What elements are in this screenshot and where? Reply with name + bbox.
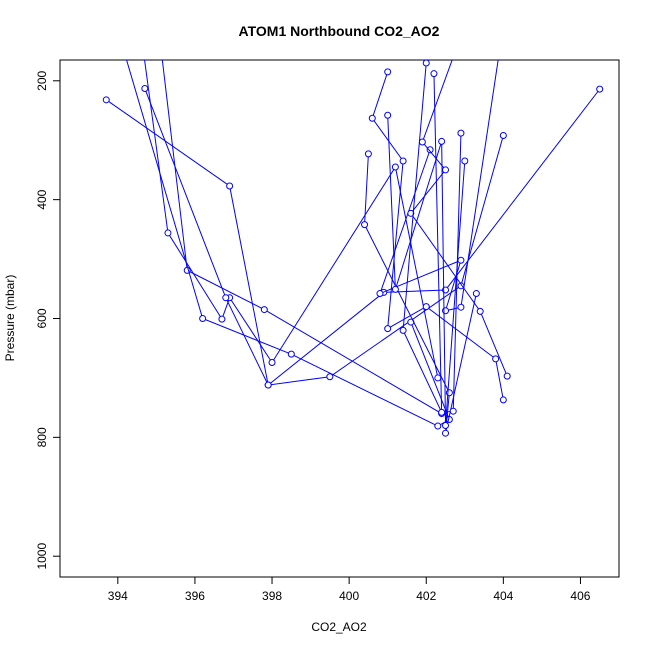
series-line — [410, 60, 508, 377]
data-point — [391, 163, 399, 171]
data-point — [199, 315, 207, 322]
data-point — [438, 137, 446, 145]
data-point — [457, 129, 465, 137]
data-point — [218, 315, 226, 323]
x-tick-label: 404 — [493, 589, 513, 603]
data-point — [384, 325, 392, 333]
data-point — [326, 373, 334, 381]
x-tick-label: 400 — [339, 589, 359, 603]
data-series — [126, 60, 453, 430]
series-layer — [102, 60, 604, 437]
data-point — [141, 85, 149, 93]
data-point — [461, 157, 469, 165]
data-point — [102, 96, 110, 104]
data-point — [442, 166, 450, 174]
data-point — [399, 157, 407, 165]
data-series — [368, 68, 507, 404]
series-line — [144, 88, 601, 386]
data-series — [407, 60, 511, 380]
x-tick-label: 402 — [416, 589, 436, 603]
chart-title: ATOM1 Northbound CO2_AO2 — [239, 23, 440, 39]
data-point — [391, 285, 399, 293]
data-point — [596, 85, 604, 93]
data-point — [472, 290, 480, 298]
data-point — [422, 303, 430, 311]
data-point — [442, 429, 450, 437]
data-point — [361, 221, 369, 229]
x-tick-label: 396 — [185, 589, 205, 603]
data-point — [384, 111, 392, 119]
y-tick-label: 800 — [35, 427, 49, 447]
data-point — [430, 70, 438, 78]
data-point — [418, 138, 426, 146]
x-axis: 394 396 398 400 402 404 406 — [108, 577, 591, 603]
y-tick-label: 200 — [35, 70, 49, 90]
y-tick-label: 600 — [35, 308, 49, 328]
y-tick-label: 1000 — [35, 543, 49, 570]
data-point — [476, 307, 484, 315]
x-tick-label: 398 — [262, 589, 282, 603]
data-point — [438, 408, 446, 416]
data-series — [399, 60, 465, 416]
data-point — [426, 146, 434, 154]
x-tick-label: 406 — [570, 589, 590, 603]
x-axis-label: CO2_AO2 — [311, 620, 367, 634]
data-point — [449, 407, 457, 415]
data-point — [399, 326, 407, 334]
data-point — [364, 150, 372, 158]
data-point — [457, 303, 465, 311]
data-point — [442, 421, 450, 429]
data-series — [141, 85, 604, 389]
data-point — [422, 60, 430, 67]
data-point — [434, 374, 442, 382]
y-axis: 200 400 600 800 1000 — [35, 70, 60, 570]
y-axis-label: Pressure (mbar) — [3, 275, 17, 362]
series-line — [126, 60, 450, 427]
data-point — [226, 182, 234, 190]
data-point — [499, 131, 507, 139]
data-point — [268, 358, 276, 366]
data-point — [503, 372, 511, 380]
x-tick-label: 394 — [108, 589, 128, 603]
data-point — [407, 209, 415, 217]
data-point — [492, 355, 500, 363]
data-point — [442, 307, 450, 315]
data-point — [222, 294, 230, 302]
data-point — [287, 350, 295, 358]
y-tick-label: 400 — [35, 189, 49, 209]
data-point — [368, 114, 376, 122]
data-series — [361, 150, 480, 437]
series-line — [379, 60, 499, 312]
data-point — [164, 229, 172, 237]
data-series — [384, 111, 469, 429]
data-point — [376, 290, 384, 298]
data-point — [264, 381, 272, 389]
data-point — [434, 422, 442, 430]
data-point — [499, 396, 507, 404]
data-point — [457, 256, 465, 264]
data-series — [144, 60, 442, 382]
data-point — [384, 68, 392, 76]
data-point — [260, 306, 268, 314]
